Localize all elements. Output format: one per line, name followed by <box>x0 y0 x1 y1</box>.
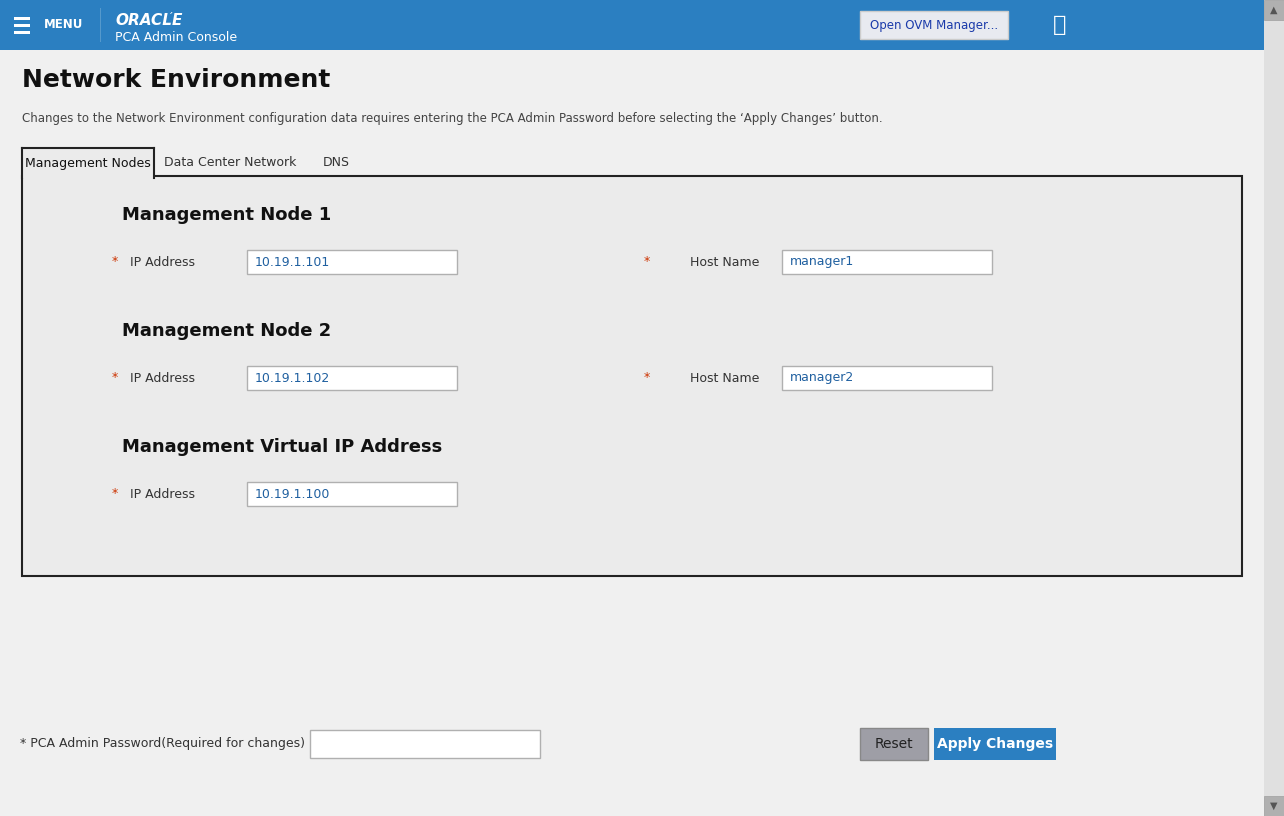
Text: DNS: DNS <box>322 157 349 170</box>
Bar <box>14 24 30 26</box>
Text: Open OVM Manager...: Open OVM Manager... <box>871 19 998 32</box>
Text: 10.19.1.100: 10.19.1.100 <box>256 487 330 500</box>
Bar <box>22 148 154 178</box>
Text: Network Environment: Network Environment <box>22 68 330 92</box>
Text: IP Address: IP Address <box>130 487 195 500</box>
Bar <box>0 0 1263 50</box>
Text: Apply Changes: Apply Changes <box>937 737 1053 751</box>
Text: Host Name: Host Name <box>690 255 759 268</box>
Bar <box>247 482 457 506</box>
Text: IP Address: IP Address <box>130 371 195 384</box>
Bar <box>247 250 457 274</box>
Bar <box>14 16 30 20</box>
Text: * PCA Admin Password(Required for changes): * PCA Admin Password(Required for change… <box>21 738 306 751</box>
Text: 👤: 👤 <box>1053 15 1067 35</box>
Bar <box>247 366 457 390</box>
Text: IP Address: IP Address <box>130 255 195 268</box>
Text: Host Name: Host Name <box>690 371 759 384</box>
Text: 10.19.1.102: 10.19.1.102 <box>256 371 330 384</box>
Text: *: * <box>643 255 650 268</box>
Text: manager2: manager2 <box>790 371 854 384</box>
Text: MENU: MENU <box>44 19 83 32</box>
Bar <box>22 176 1242 576</box>
Text: ORACLE: ORACLE <box>116 13 182 28</box>
Text: ´: ´ <box>168 13 173 23</box>
Bar <box>782 250 993 274</box>
Bar <box>309 730 541 758</box>
Bar <box>1263 796 1284 816</box>
Bar <box>782 366 993 390</box>
Bar <box>14 30 30 33</box>
Text: *: * <box>643 371 650 384</box>
Text: PCA Admin Console: PCA Admin Console <box>116 31 238 44</box>
Bar <box>1263 0 1284 816</box>
Text: Management Node 2: Management Node 2 <box>122 322 331 340</box>
Bar <box>1263 0 1284 20</box>
Text: ▼: ▼ <box>1270 801 1278 811</box>
Text: 10.19.1.101: 10.19.1.101 <box>256 255 330 268</box>
Bar <box>933 728 1055 760</box>
Text: Management Nodes: Management Nodes <box>26 157 152 170</box>
Text: ▲: ▲ <box>1270 5 1278 15</box>
Text: Data Center Network: Data Center Network <box>164 157 297 170</box>
Bar <box>860 11 1008 39</box>
Text: Management Node 1: Management Node 1 <box>122 206 331 224</box>
Text: Management Virtual IP Address: Management Virtual IP Address <box>122 438 442 456</box>
Text: manager1: manager1 <box>790 255 854 268</box>
Text: Changes to the Network Environment configuration data requires entering the PCA : Changes to the Network Environment confi… <box>22 112 882 125</box>
Text: *: * <box>112 487 118 500</box>
Text: Reset: Reset <box>874 737 913 751</box>
Text: *: * <box>112 255 118 268</box>
Text: *: * <box>112 371 118 384</box>
Bar <box>860 728 928 760</box>
